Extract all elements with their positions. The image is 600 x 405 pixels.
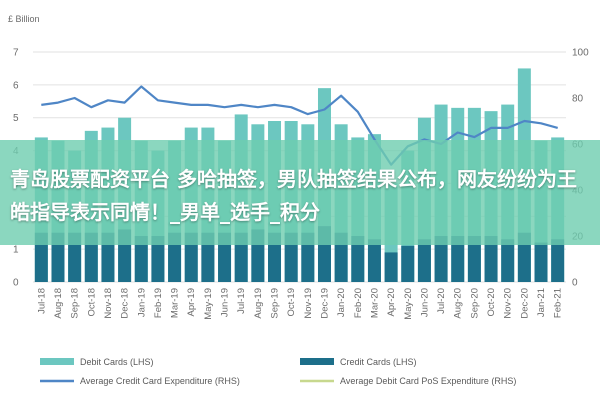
credit-card-bar [168, 232, 182, 282]
right-axis-tick-label: 100 [572, 48, 589, 59]
credit-card-bar [501, 239, 515, 282]
credit-card-bar [467, 236, 481, 282]
credit-card-bar [84, 232, 98, 282]
x-axis-tick-label: Jun-19 [220, 288, 231, 317]
left-axis-tick-label: 0 [13, 278, 19, 289]
x-axis-tick-label: Feb-20 [353, 288, 364, 318]
credit-card-bar [301, 232, 315, 282]
headline-text: 青岛股票配资平台 多哈抽签，男队抽签结果公布，网友纷纷为王皓指导表示同情！_男单… [10, 167, 577, 224]
x-axis-tick-label: Oct-19 [286, 288, 297, 317]
x-axis-tick-label: Aug-19 [253, 288, 264, 319]
legend-swatch [40, 358, 74, 365]
credit-card-bar [134, 236, 148, 282]
legend-label: Average Debit Card PoS Expenditure (RHS) [340, 376, 516, 386]
left-axis-tick-label: 1 [13, 245, 19, 256]
legend-swatch [300, 358, 334, 365]
left-axis-unit-label: £ Billion [8, 14, 40, 24]
x-axis-tick-label: Oct-20 [486, 288, 497, 317]
x-axis-tick-label: Jul-20 [436, 288, 447, 314]
x-axis-tick-label: Jan-20 [336, 288, 347, 317]
credit-card-bar [434, 236, 448, 282]
credit-card-bar [51, 232, 65, 282]
x-axis-tick-label: Oct-18 [86, 288, 97, 317]
credit-card-bar [417, 239, 431, 282]
x-axis-tick-label: Feb-19 [153, 288, 164, 318]
credit-card-bar [201, 232, 215, 282]
credit-card-bar [34, 232, 48, 282]
x-axis-tick-label: Nov-18 [103, 288, 114, 319]
x-axis-tick-label: Aug-20 [453, 288, 464, 319]
x-axis-tick-label: Sep-20 [469, 288, 480, 319]
x-axis-tick-label: Jul-19 [236, 288, 247, 314]
credit-card-bar [517, 232, 531, 282]
legend: Debit Cards (LHS) Credit Cards (LHS) Avera… [40, 357, 516, 386]
right-axis-tick-label: 0 [572, 278, 578, 289]
x-axis-tick-label: Dec-20 [519, 288, 530, 319]
x-axis-tick-label: Apr-19 [186, 288, 197, 317]
credit-card-bar [451, 236, 465, 282]
credit-card-bar [384, 252, 398, 282]
series-lines [41, 85, 558, 166]
credit-card-bar [268, 232, 282, 282]
avg-credit-expenditure-line [41, 85, 558, 166]
legend-label: Debit Cards (LHS) [80, 357, 154, 367]
credit-card-bar [151, 236, 165, 282]
x-axis-tick-label: Apr-20 [386, 288, 397, 317]
credit-card-bar [334, 232, 348, 282]
credit-card-bar [484, 236, 498, 282]
x-axis-tick-label: Dec-19 [319, 288, 330, 319]
left-axis-tick-label: 5 [13, 113, 19, 124]
credit-card-bar [184, 232, 198, 282]
credit-card-bar [101, 232, 115, 282]
credit-card-bar [234, 232, 248, 282]
credit-card-bar [68, 232, 82, 282]
credit-card-bar [367, 239, 381, 282]
x-axis-tick-label: Jun-20 [419, 288, 430, 317]
headline-overlay [0, 140, 600, 245]
left-axis-tick-label: 6 [13, 80, 19, 91]
credit-card-bar [551, 239, 565, 282]
credit-card-bar [284, 232, 298, 282]
x-axis-tick-label: Nov-19 [303, 288, 314, 319]
x-axis-tick-label: Jan-21 [536, 288, 547, 317]
credit-card-bar [351, 236, 365, 282]
x-axis-tick-label: Mar-20 [369, 288, 380, 318]
x-axis-tick-label: Sep-18 [70, 288, 81, 319]
left-axis-tick-label: 7 [13, 48, 19, 59]
x-axis-tick-label: May-19 [203, 288, 214, 320]
x-axis-tick-label: May-20 [403, 288, 414, 320]
x-axis-tick-label: Dec-18 [120, 288, 131, 319]
x-axis-tick-label: Jan-19 [136, 288, 147, 317]
credit-card-bar [401, 245, 415, 282]
x-axis-tick-label: Nov-20 [503, 288, 514, 319]
legend-label: Credit Cards (LHS) [340, 357, 417, 367]
x-axis-tick-label: Sep-19 [270, 288, 281, 319]
credit-card-bar [218, 232, 232, 282]
credit-card-bar [534, 242, 548, 282]
x-axis-tick-label: Feb-21 [553, 288, 564, 318]
x-axis-tick-label: Aug-18 [53, 288, 64, 319]
x-axis-tick-label: Mar-19 [170, 288, 181, 318]
right-axis-tick-label: 80 [572, 94, 584, 105]
legend-label: Average Credit Card Expenditure (RHS) [80, 376, 240, 386]
x-axis-tick-label: Jul-18 [36, 288, 47, 314]
